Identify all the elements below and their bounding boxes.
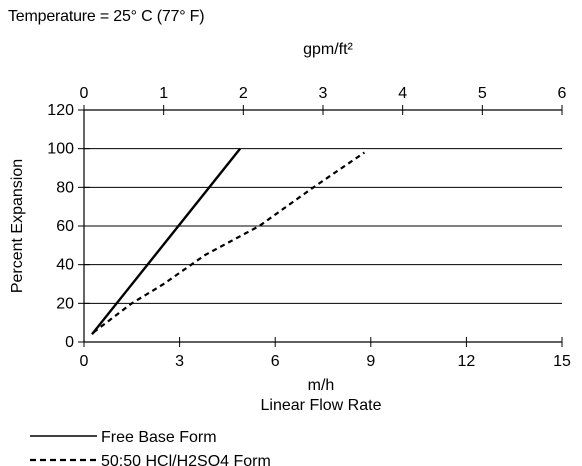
y-tick-label-40: 40	[56, 257, 74, 274]
top-tick-label-4: 4	[398, 85, 407, 102]
top-tick-label-5: 5	[478, 85, 487, 102]
top-tick-label-3: 3	[319, 85, 328, 102]
x-tick-label-9: 9	[366, 353, 375, 370]
y-tick-label-80: 80	[56, 179, 74, 196]
y-tick-label-120: 120	[47, 102, 74, 119]
series-line-1	[91, 147, 242, 336]
y-axis-label: Percent Expansion	[9, 159, 26, 293]
x-tick-label-3: 3	[175, 353, 184, 370]
x-tick-label-15: 15	[553, 353, 571, 370]
x-axis-label-secondary: Linear Flow Rate	[261, 397, 382, 414]
series-line-2	[92, 151, 366, 334]
legend-label-1: Free Base Form	[101, 429, 217, 446]
x-tick-label-12: 12	[458, 353, 476, 370]
top-axis-label: gpm/ft²	[303, 41, 353, 58]
x-tick-label-0: 0	[80, 353, 89, 370]
y-tick-label-0: 0	[65, 334, 74, 351]
top-tick-label-6: 6	[558, 85, 567, 102]
legend-label-2: 50:50 HCl/H2SO4 Form	[101, 453, 271, 466]
y-tick-label-20: 20	[56, 295, 74, 312]
temperature-note: Temperature = 25° C (77° F)	[8, 8, 205, 25]
top-tick-label-2: 2	[239, 85, 248, 102]
x-axis-label: m/h	[308, 377, 335, 394]
top-tick-label-1: 1	[159, 85, 168, 102]
y-tick-label-100: 100	[47, 141, 74, 158]
y-tick-label-60: 60	[56, 218, 74, 235]
x-tick-label-6: 6	[271, 353, 280, 370]
top-tick-label-0: 0	[80, 85, 89, 102]
